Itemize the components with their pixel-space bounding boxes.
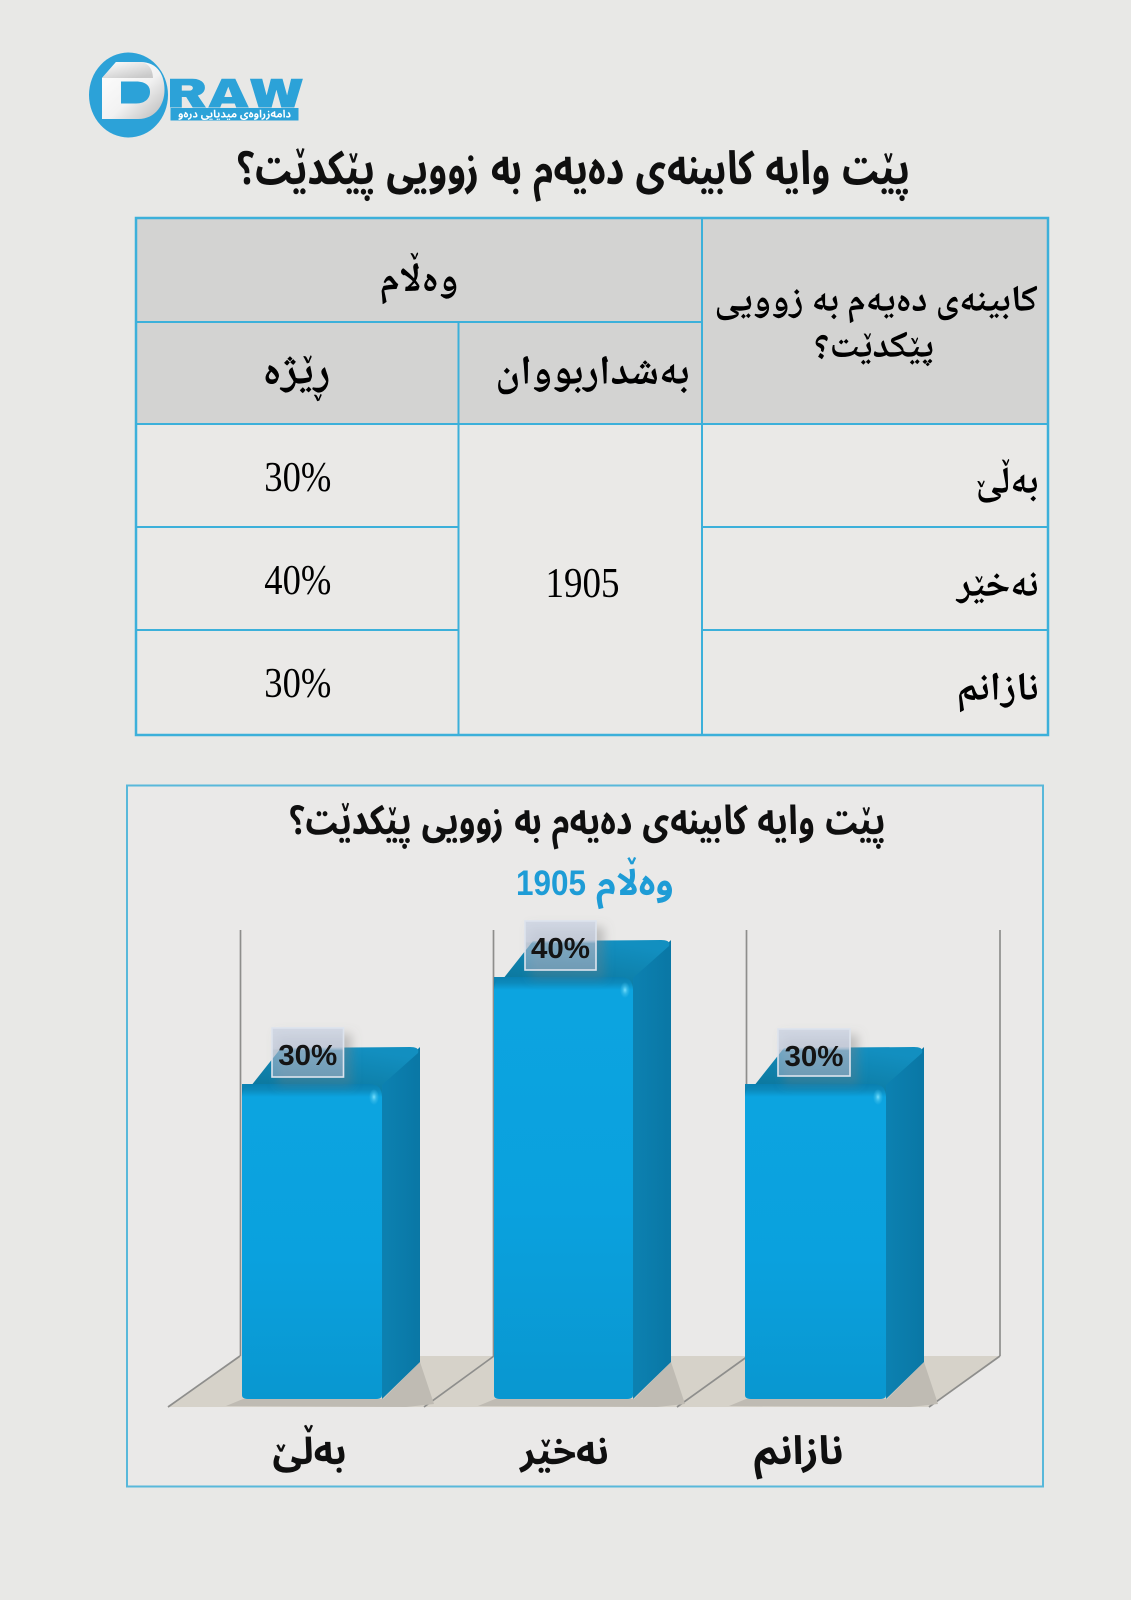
svg-text:30%: 30% [264,661,331,707]
svg-text:40%: 40% [531,933,590,965]
svg-text:40%: 40% [264,558,331,604]
svg-text:30%: 30% [264,455,331,501]
svg-text:1905: 1905 [546,561,620,607]
svg-text:30%: 30% [785,1041,844,1073]
svg-text:30%: 30% [278,1040,337,1072]
svg-text:1905: 1905 [516,864,586,903]
